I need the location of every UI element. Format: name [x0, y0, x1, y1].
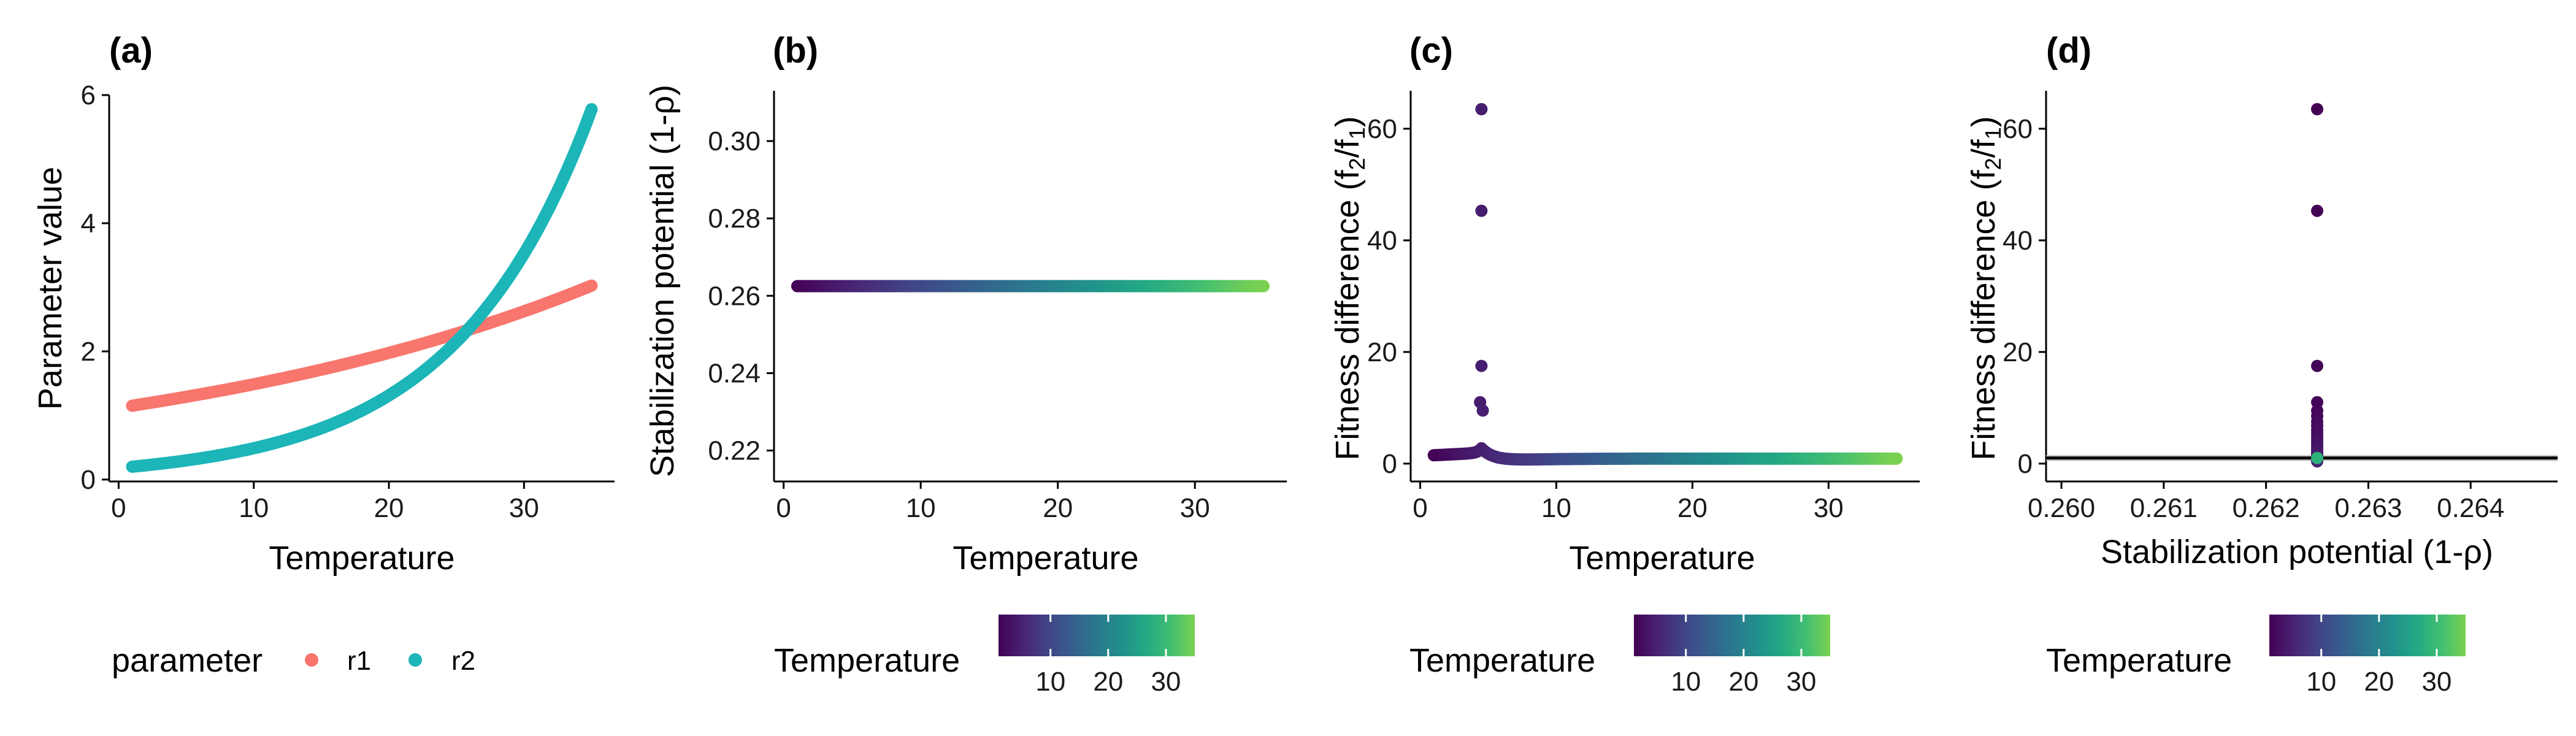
- data-point: [2311, 451, 2323, 464]
- color-bar-tick-label: 10: [1035, 667, 1065, 697]
- panel-a-label: (a): [109, 31, 153, 71]
- y-tick-label: 0: [2018, 449, 2033, 479]
- color-bar-tick-label: 20: [2364, 667, 2394, 697]
- x-tick-label: 10: [239, 493, 269, 523]
- color-bar-tick-label: 10: [1671, 667, 1701, 697]
- y-tick-label: 0.30: [708, 126, 761, 156]
- y-tick-label: 60: [1367, 114, 1397, 144]
- legend-title-parameter: parameter: [112, 642, 263, 679]
- x-tick-label: 0: [776, 493, 791, 523]
- x-tick-label: 0.262: [2233, 493, 2300, 523]
- color-bar-tick-label: 30: [1786, 667, 1816, 697]
- x-tick-label: 30: [509, 493, 539, 523]
- panel-a-x-axis-title: Temperature: [269, 540, 454, 577]
- series-line-r2: [126, 103, 598, 473]
- data-point: [1257, 280, 1270, 293]
- panel-b-y-axis-title: Stabilization potential (1-ρ): [644, 85, 681, 477]
- y-tick-label: 40: [1367, 226, 1397, 256]
- data-point-outlier: [1476, 404, 1489, 417]
- y-tick-label: 0.22: [708, 436, 761, 466]
- x-tick-label: 0: [111, 493, 126, 523]
- panel-a-legend: parameter r1 r2: [112, 642, 475, 679]
- panel-b-color-legend: Temperature 10 20 30: [774, 615, 1195, 697]
- data-point: [2311, 359, 2323, 372]
- x-tick-label: 0.264: [2437, 493, 2504, 523]
- color-bar-ticks: 10 20 30: [1035, 615, 1181, 697]
- y-tick-label: 0: [1382, 449, 1397, 479]
- color-legend-title: Temperature: [774, 642, 960, 679]
- y-tick-label: 6: [81, 80, 96, 110]
- panel-c: (c) 0 10 20 30 0 20 40 60 Temperature Fitness d…: [1329, 31, 1920, 697]
- color-bar-ticks: 10 20 30: [1671, 615, 1816, 697]
- color-bar-tick-label: 30: [1151, 667, 1181, 697]
- color-bar-tick-label: 30: [2421, 667, 2451, 697]
- color-bar-tick-label: 10: [2306, 667, 2336, 697]
- panel-b-label: (b): [773, 31, 818, 71]
- x-tick-label: 0.261: [2130, 493, 2198, 523]
- panel-a-y-axis-title: Parameter value: [32, 167, 69, 410]
- panel-c-x-axis-title: Temperature: [1569, 540, 1755, 577]
- panel-a: (a) 0 10 20 30 0 2 4 6 Temperature Parameter va…: [32, 31, 615, 679]
- y-tick-label: 0.28: [708, 204, 761, 234]
- panel-c-color-legend: Temperature 10 20 30: [1409, 615, 1830, 697]
- x-tick-label: 30: [1814, 493, 1844, 523]
- panel-d-color-legend: Temperature 10 20 30: [2046, 615, 2466, 697]
- x-tick-label: 0.260: [2028, 493, 2095, 523]
- color-bar-ticks: 10 20 30: [2306, 615, 2451, 697]
- data-point-outlier: [1475, 204, 1488, 217]
- legend-key-r1: [305, 653, 318, 667]
- x-tick-label: 20: [1043, 493, 1073, 523]
- y-tick-label: 0.24: [708, 358, 761, 388]
- data-point: [2311, 103, 2323, 115]
- panel-d-y-axis-title: Fitness difference (f2/f1): [1965, 116, 2006, 460]
- x-tick-label: 0.263: [2334, 493, 2402, 523]
- panel-c-label: (c): [1409, 31, 1453, 71]
- legend-label-r1: r1: [347, 646, 371, 676]
- data-points: [2311, 103, 2323, 468]
- data-points: [1427, 103, 1903, 466]
- y-tick-label: 2: [81, 337, 96, 367]
- y-tick-label: 20: [2003, 337, 2033, 367]
- x-tick-label: 20: [374, 493, 404, 523]
- data-points: [791, 280, 1270, 293]
- panel-b-plot-area: 0 10 20 30 0.22 0.24 0.26 0.28 0.30: [708, 91, 1287, 523]
- y-tick-label: 60: [2003, 114, 2033, 144]
- y-tick-label: 0: [81, 465, 96, 495]
- panel-c-plot-area: 0 10 20 30 0 20 40 60: [1367, 91, 1920, 523]
- color-bar-tick-label: 20: [1093, 667, 1123, 697]
- data-point: [2311, 204, 2323, 217]
- color-bar: [999, 615, 1195, 656]
- panel-a-plot-area: 0 10 20 30 0 2 4 6: [81, 80, 615, 523]
- color-bar: [1634, 615, 1830, 656]
- legend-key-r2: [408, 653, 422, 667]
- panel-c-y-axis-title: Fitness difference (f2/f1): [1329, 116, 1370, 460]
- series-line-r1: [126, 279, 598, 412]
- panel-b-x-axis-title: Temperature: [953, 540, 1138, 577]
- panel-d-label: (d): [2046, 31, 2091, 71]
- panel-d-x-axis-title: Stabilization potential (1-ρ): [2101, 534, 2493, 570]
- y-tick-label: 20: [1367, 337, 1397, 367]
- y-tick-label: 0.26: [708, 281, 761, 311]
- data-point-outlier: [1475, 103, 1488, 115]
- panel-d-plot-area: 0.260 0.261 0.262 0.263 0.264 0 20 40 60: [2003, 91, 2558, 523]
- color-bar: [2269, 615, 2466, 656]
- data-point: [1890, 452, 1903, 465]
- color-legend-title: Temperature: [1409, 642, 1595, 679]
- panel-b: (b) 0 10 20 30 0.22 0.24 0.26 0.28 0.30 Temperat…: [644, 31, 1287, 697]
- x-tick-label: 20: [1677, 493, 1708, 523]
- x-tick-label: 10: [906, 493, 936, 523]
- data-point-outlier: [1475, 359, 1488, 372]
- y-tick-label: 4: [81, 209, 96, 239]
- x-tick-label: 10: [1541, 493, 1571, 523]
- panel-d: (d) 0.260 0.261 0.262 0.263 0.264 0 20 40 60 Sta…: [1965, 31, 2558, 697]
- y-tick-label: 40: [2003, 226, 2033, 256]
- x-tick-label: 30: [1180, 493, 1210, 523]
- color-bar-tick-label: 20: [1728, 667, 1758, 697]
- legend-label-r2: r2: [451, 646, 475, 676]
- color-legend-title: Temperature: [2046, 642, 2232, 679]
- x-tick-label: 0: [1413, 493, 1427, 523]
